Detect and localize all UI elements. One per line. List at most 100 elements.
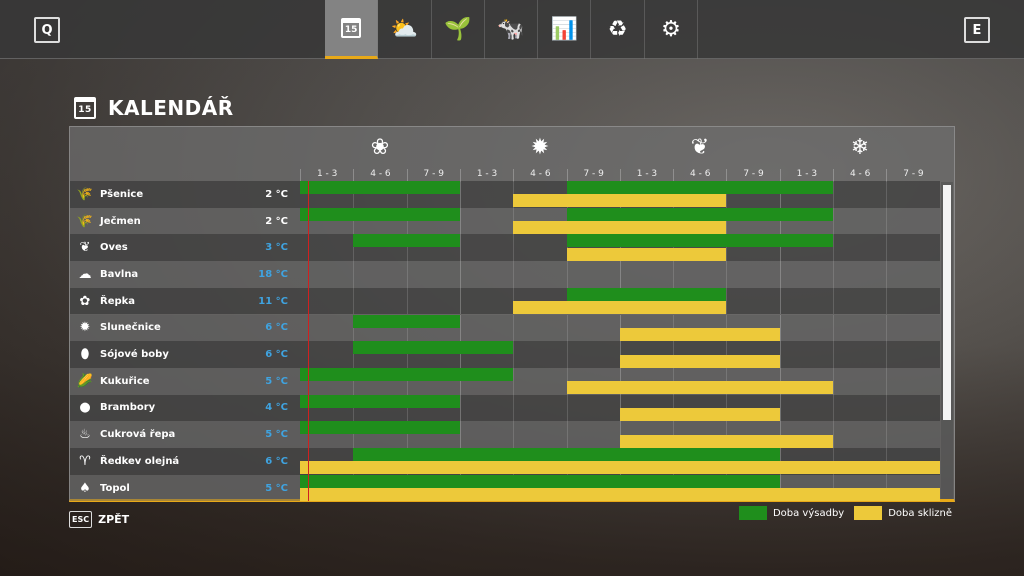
harvest-bar bbox=[619, 407, 780, 421]
grid-line bbox=[619, 314, 621, 342]
grid-line bbox=[673, 421, 675, 448]
grid-line bbox=[726, 394, 728, 422]
grid-line bbox=[353, 367, 355, 395]
sowing-bar bbox=[353, 314, 460, 328]
tab-weather[interactable]: ⛅ bbox=[378, 0, 432, 59]
soybean-icon: ⬮ bbox=[80, 347, 90, 363]
grid-line bbox=[726, 287, 728, 315]
grid-line bbox=[886, 394, 888, 422]
scrollbar-thumb[interactable] bbox=[943, 185, 951, 420]
grid-line bbox=[513, 421, 515, 448]
crop-label: 🌽 Kukuřice 5 °C bbox=[70, 368, 300, 395]
tab-cycle[interactable]: ♻ bbox=[591, 0, 645, 59]
crop-min-temperature: 5 °C bbox=[265, 375, 288, 387]
grid-line bbox=[353, 234, 355, 262]
grid-line bbox=[459, 234, 461, 262]
harvest-bar bbox=[513, 221, 727, 235]
crop-row: ♠ Topol 5 °C bbox=[70, 474, 940, 502]
crop-label: 🌾 Ječmen 2 °C bbox=[70, 208, 300, 235]
grid-line bbox=[726, 207, 728, 235]
grid-line bbox=[459, 314, 461, 342]
grid-line bbox=[779, 394, 781, 422]
crop-name: Cukrová řepa bbox=[100, 429, 176, 441]
grid-line bbox=[566, 181, 568, 208]
back-label: ZPĚT bbox=[98, 513, 130, 526]
legend-sowing-label: Doba výsadby bbox=[772, 507, 845, 519]
barley-icon: 🌾 bbox=[76, 213, 94, 229]
tab-cow[interactable]: 🐄 bbox=[485, 0, 539, 59]
crop-timeline bbox=[300, 341, 940, 368]
grid-line bbox=[779, 261, 781, 288]
grid-line bbox=[566, 287, 568, 315]
prev-page-key[interactable]: Q bbox=[34, 17, 60, 43]
grid-line bbox=[513, 234, 515, 262]
sowing-bar bbox=[300, 394, 460, 408]
period-label: 4 - 6 bbox=[353, 169, 406, 182]
back-button[interactable]: ESC ZPĚT bbox=[69, 511, 129, 528]
grid-line bbox=[833, 341, 834, 368]
tab-seedling[interactable]: 🌱 bbox=[432, 0, 485, 59]
grid-line bbox=[353, 207, 355, 235]
legend-harvest-swatch bbox=[854, 506, 883, 520]
grid-line bbox=[619, 261, 621, 288]
grid-line bbox=[779, 181, 781, 208]
grid-line bbox=[459, 287, 461, 315]
period-label: 1 - 3 bbox=[300, 169, 353, 182]
grid-line bbox=[833, 394, 834, 422]
weather-icon: ⛅ bbox=[390, 17, 419, 42]
grid-line bbox=[886, 474, 888, 502]
harvest-bar bbox=[619, 327, 780, 341]
page-header: 15 KALENDÁŘ bbox=[74, 96, 234, 120]
grid-line bbox=[406, 314, 408, 342]
grid-line bbox=[513, 314, 515, 342]
grid-line bbox=[779, 207, 781, 235]
period-label: 4 - 6 bbox=[513, 169, 566, 182]
grid-line bbox=[833, 287, 834, 315]
crop-label: 🌾 Pšenice 2 °C bbox=[70, 181, 300, 208]
crop-label: ♠ Topol 5 °C bbox=[70, 475, 300, 502]
crop-row: ⬮ Sójové boby 6 °C bbox=[70, 341, 940, 368]
grid-line bbox=[619, 287, 621, 315]
cow-icon: 🐄 bbox=[497, 17, 525, 42]
grid-line bbox=[566, 207, 568, 235]
snowflake-icon: ❄ bbox=[850, 135, 870, 160]
crop-row: ☁ Bavlna 18 °C bbox=[70, 261, 940, 288]
grid-line bbox=[833, 234, 834, 262]
tab-chart[interactable]: 📊 bbox=[538, 0, 592, 59]
grid-line bbox=[779, 341, 781, 368]
tab-calendar[interactable]: 15 bbox=[325, 0, 379, 59]
grid-line bbox=[513, 261, 515, 288]
grid-line bbox=[513, 207, 515, 235]
grid-line bbox=[886, 207, 888, 235]
calendar-icon: 15 bbox=[341, 18, 362, 38]
grid-line bbox=[726, 314, 728, 342]
grid-line bbox=[833, 181, 834, 208]
crop-min-temperature: 6 °C bbox=[265, 322, 288, 334]
grid-line bbox=[673, 394, 675, 422]
poplar-icon: ♠ bbox=[79, 480, 91, 496]
leaf-icon: ❦ bbox=[690, 135, 710, 160]
scrollbar[interactable] bbox=[941, 182, 953, 499]
grid-line bbox=[619, 341, 621, 368]
crop-timeline bbox=[300, 181, 940, 208]
grid-line bbox=[779, 234, 781, 262]
crop-label: ☁ Bavlna 18 °C bbox=[70, 261, 300, 288]
crop-label: ● Brambory 4 °C bbox=[70, 395, 300, 422]
grid-line bbox=[673, 448, 675, 475]
next-page-key[interactable]: E bbox=[964, 17, 990, 43]
grid-line bbox=[886, 314, 888, 342]
crop-name: Bavlna bbox=[100, 268, 139, 280]
grid-line bbox=[566, 314, 568, 342]
grid-line bbox=[353, 287, 355, 315]
grid-line bbox=[459, 421, 461, 448]
tab-gears[interactable]: ⚙ bbox=[645, 0, 699, 59]
calendar-icon: 15 bbox=[74, 97, 96, 119]
grid-line bbox=[406, 261, 408, 288]
crop-name: Pšenice bbox=[100, 188, 144, 200]
harvest-bar bbox=[566, 247, 727, 261]
grid-line bbox=[619, 448, 621, 475]
grid-line bbox=[886, 421, 888, 448]
crop-row: 🌽 Kukuřice 5 °C bbox=[70, 367, 940, 395]
sowing-bar bbox=[300, 474, 780, 488]
grid-line bbox=[726, 421, 728, 448]
